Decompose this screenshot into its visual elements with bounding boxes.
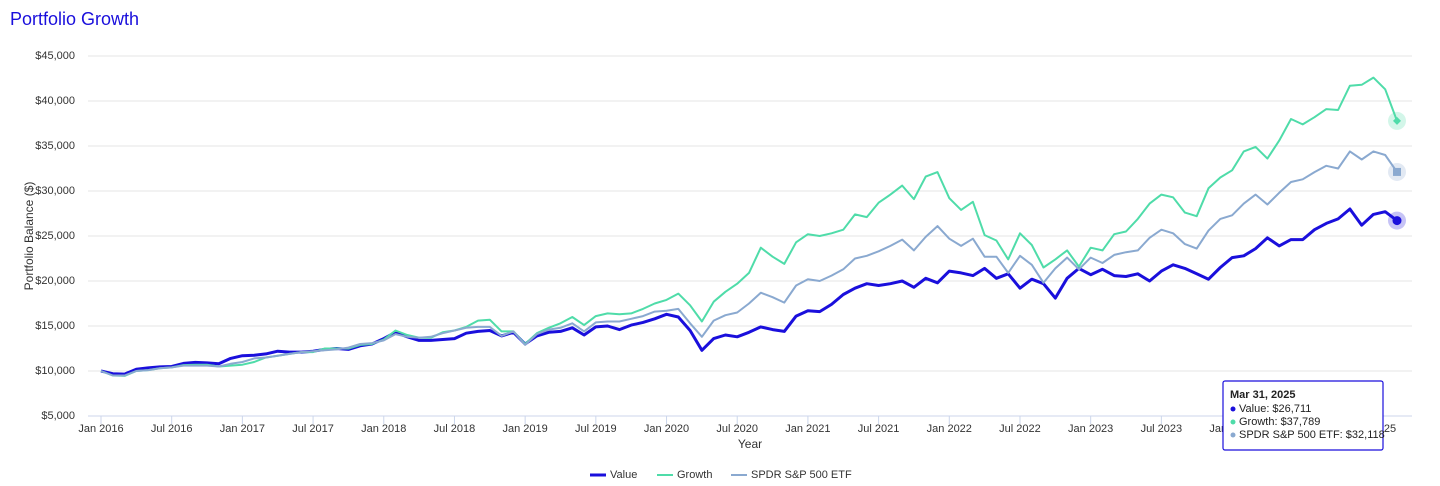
tooltip-bullet	[1230, 419, 1236, 425]
y-tick-label: $35,000	[35, 140, 75, 152]
legend-item[interactable]: Growth	[657, 469, 712, 481]
x-tick-label: Jul 2016	[151, 423, 193, 435]
x-tick-label: Jul 2017	[292, 423, 334, 435]
series-line	[100, 207, 1398, 376]
point-marker	[1392, 216, 1402, 226]
x-tick-label: Jul 2018	[434, 423, 476, 435]
y-tick-label: $15,000	[35, 320, 75, 332]
x-axis-title: Year	[738, 437, 762, 451]
x-tick-label: Jul 2020	[716, 423, 758, 435]
legend-item[interactable]: Value	[590, 469, 637, 481]
x-tick-label: Jan 2017	[220, 423, 265, 435]
tooltip-item: Value: $26,711	[1239, 403, 1311, 415]
tooltip-item: SPDR S&P 500 ETF: $32,118	[1239, 429, 1385, 441]
x-tick-label: Jul 2022	[999, 423, 1041, 435]
legend-label: SPDR S&P 500 ETF	[751, 469, 852, 481]
series-line	[100, 150, 1398, 377]
x-tick-label: Jul 2019	[575, 423, 617, 435]
y-axis-title: Portfolio Balance ($)	[22, 182, 36, 291]
x-tick-label: Jan 2023	[1068, 423, 1113, 435]
y-tick-label: $45,000	[35, 50, 75, 62]
y-tick-label: $30,000	[35, 185, 75, 197]
tooltip-bullet	[1230, 432, 1236, 438]
tooltip-title: Mar 31, 2025	[1230, 389, 1295, 401]
x-tick-label: Jan 2019	[503, 423, 548, 435]
x-tick-label: Jan 2018	[361, 423, 406, 435]
y-tick-label: $5,000	[41, 410, 75, 422]
point-marker	[1393, 116, 1401, 125]
tooltip-item: Growth: $37,789	[1239, 416, 1320, 428]
point-marker	[1393, 167, 1401, 176]
legend-label: Growth	[677, 469, 712, 481]
x-tick-label: Jan 2016	[78, 423, 123, 435]
y-tick-label: $20,000	[35, 275, 75, 287]
tooltip-bullet	[1230, 406, 1236, 412]
x-tick-label: Jul 2023	[1141, 423, 1183, 435]
x-tick-label: Jan 2020	[644, 423, 689, 435]
y-tick-label: $40,000	[35, 95, 75, 107]
legend-label: Value	[610, 469, 637, 481]
chart-title: Portfolio Growth	[10, 9, 139, 29]
x-tick-label: Jan 2022	[927, 423, 972, 435]
tooltip-box	[1222, 380, 1384, 451]
x-tick-label: Jan 2021	[785, 423, 830, 435]
x-tick-label: Jul 2021	[858, 423, 900, 435]
y-tick-label: $10,000	[35, 365, 75, 377]
y-tick-label: $25,000	[35, 230, 75, 242]
legend-item[interactable]: SPDR S&P 500 ETF	[731, 469, 852, 481]
